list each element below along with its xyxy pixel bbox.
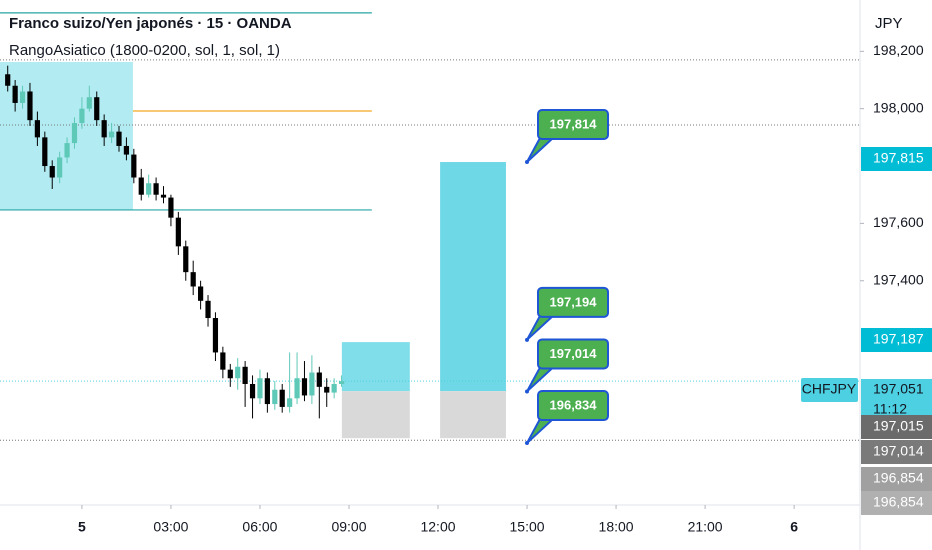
symbol-badge — [801, 378, 858, 402]
candle-body — [212, 318, 219, 353]
zone — [440, 391, 506, 439]
price-badge-label: 196,854 — [873, 470, 924, 486]
callout-dot — [525, 337, 529, 342]
candle-body — [205, 300, 211, 319]
symbol-badge-label: CHFJPY — [802, 381, 857, 397]
price-badge-label: 197,014 — [873, 443, 924, 459]
callout-dot — [525, 441, 529, 446]
candle-body — [338, 381, 345, 384]
candle-body — [94, 97, 100, 121]
price-badge-label: 197,051 — [873, 381, 924, 397]
x-tick-label: 06:00 — [242, 519, 277, 535]
candle-body — [123, 145, 130, 155]
x-tick-label: 15:00 — [510, 519, 545, 535]
candle-body — [79, 108, 85, 124]
candle-body — [101, 120, 107, 138]
price-badge-label: 197,815 — [873, 150, 924, 166]
candle-body — [220, 352, 226, 370]
price-badge — [861, 440, 932, 464]
candle-body — [160, 194, 167, 198]
callout-dot — [525, 389, 529, 394]
candle-body — [146, 183, 152, 195]
price-badge-label: 197,015 — [873, 418, 924, 434]
candle-body — [175, 217, 181, 247]
candle-body — [49, 166, 55, 178]
candle-body — [64, 143, 70, 158]
zone — [341, 342, 410, 392]
callout-label: 197,194 — [550, 294, 598, 309]
candle-body — [294, 378, 300, 399]
price-badge — [861, 491, 932, 515]
price-badge — [861, 415, 932, 439]
candle-body — [183, 246, 189, 273]
candle-body — [116, 131, 122, 146]
x-tick-label: 6 — [790, 519, 798, 535]
candle-body — [168, 197, 174, 218]
candle-body — [138, 177, 144, 195]
callout-box — [537, 286, 609, 318]
candle-body — [34, 120, 40, 138]
x-tick-label: 5 — [78, 519, 86, 535]
x-tick-label: 18:00 — [599, 519, 634, 535]
callout-label: 197,814 — [550, 116, 598, 131]
candle-body — [227, 369, 233, 379]
candle-body — [309, 372, 315, 396]
callout-box — [537, 390, 609, 422]
candle-body — [287, 398, 293, 407]
callout-dot — [525, 160, 529, 165]
candle-body — [279, 389, 285, 407]
candle-body — [324, 386, 330, 393]
callout-box — [537, 109, 609, 141]
y-tick-label: 198,200 — [873, 42, 924, 58]
candle-body — [316, 372, 322, 387]
candle-body — [5, 74, 11, 86]
price-badge-label: 196,854 — [873, 494, 924, 510]
candle-body — [27, 91, 33, 121]
indicator-legend: RangoAsiatico (1800-0200, sol, 1, sol, 1… — [9, 42, 280, 59]
candle-body — [301, 378, 308, 396]
y-tick-label: 197,400 — [873, 271, 924, 287]
y-tick-label: 197,600 — [873, 214, 924, 230]
price-badge — [861, 147, 932, 171]
y-tick-label: 198,000 — [873, 99, 924, 115]
candle-body — [57, 157, 63, 178]
candle-body — [257, 378, 263, 399]
candle-body — [190, 272, 196, 287]
candle-body — [86, 97, 92, 109]
candle-body — [249, 383, 256, 399]
candle-body — [19, 91, 26, 103]
candle-body — [71, 123, 78, 144]
symbol-title: Franco suizo/Yen japonés · 15 · OANDA — [9, 15, 292, 32]
candle-body — [153, 183, 159, 195]
candle-body — [198, 286, 204, 301]
currency: JPY — [875, 15, 903, 32]
candle-body — [42, 137, 48, 167]
price-badge-time: 11:12 — [873, 401, 907, 417]
callout-label: 197,014 — [550, 346, 598, 361]
zone — [440, 162, 506, 392]
candle-body — [235, 366, 241, 379]
candle-body — [264, 378, 270, 405]
callout-box — [537, 338, 609, 370]
candle-body — [12, 85, 18, 103]
candle-body — [108, 131, 115, 138]
price-badge — [861, 328, 932, 352]
x-tick-label: 09:00 — [331, 519, 366, 535]
x-tick-label: 12:00 — [420, 519, 455, 535]
candle-body — [131, 154, 137, 178]
price-badge-label: 197,187 — [873, 331, 924, 347]
candle-body — [331, 383, 337, 393]
candle-body — [242, 366, 248, 384]
x-tick-label: 21:00 — [688, 519, 723, 535]
zone — [341, 391, 410, 439]
x-tick-label: 03:00 — [153, 519, 188, 535]
price-badge — [861, 467, 932, 491]
callout-label: 196,834 — [550, 397, 598, 412]
candle-body — [272, 389, 278, 405]
